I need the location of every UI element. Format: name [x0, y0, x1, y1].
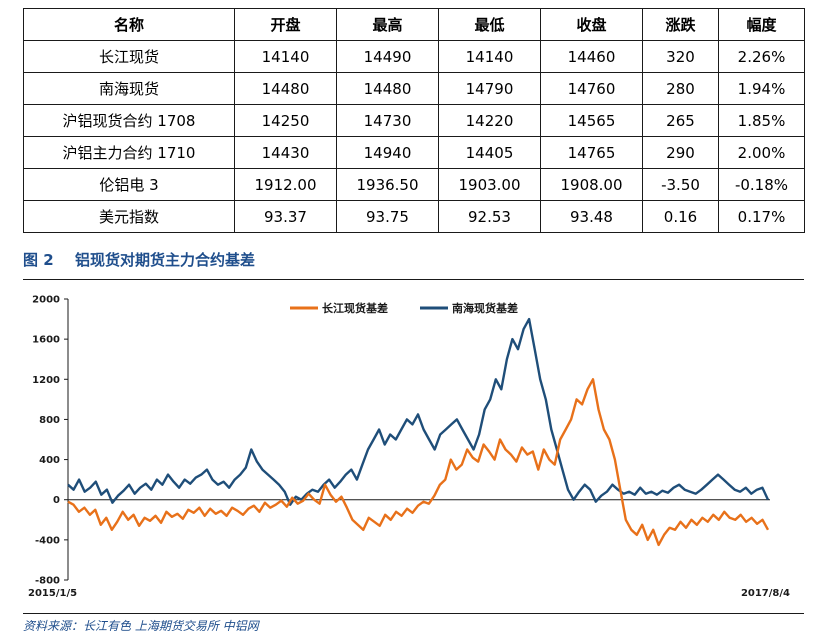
y-tick-label: 1600	[32, 335, 60, 346]
cell-change: 280	[642, 72, 719, 105]
cell-high: 14730	[336, 104, 439, 137]
cell-change: 265	[642, 104, 719, 137]
cell-low: 92.53	[438, 200, 541, 233]
cell-high: 14480	[336, 72, 439, 105]
series-layer	[67, 317, 770, 547]
series-line-nanhai	[67, 317, 770, 506]
cell-open: 14430	[234, 136, 337, 169]
cell-low: 14140	[438, 40, 541, 73]
table-row: 南海现货 14480 14480 14790 14760 280 1.94%	[23, 72, 805, 105]
cell-low: 14405	[438, 136, 541, 169]
col-header-low: 最低	[438, 8, 541, 41]
cell-high: 14940	[336, 136, 439, 169]
figure-caption: 图 2 铝现货对期货主力合约基差	[23, 249, 255, 270]
cell-name: 伦铝电 3	[23, 168, 235, 201]
cell-name: 长江现货	[23, 40, 235, 73]
y-tick-label: 800	[39, 415, 60, 426]
cell-pct: 0.17%	[718, 200, 805, 233]
col-header-close: 收盘	[540, 8, 643, 41]
cell-pct: 1.94%	[718, 72, 805, 105]
cell-pct: 1.85%	[718, 104, 805, 137]
cell-close: 14565	[540, 104, 643, 137]
cell-change: -3.50	[642, 168, 719, 201]
y-tick-label: 400	[39, 455, 60, 466]
col-header-pct: 幅度	[718, 8, 805, 41]
table-header-row: 名称 开盘 最高 最低 收盘 涨跌 幅度	[23, 8, 805, 41]
cell-close: 93.48	[540, 200, 643, 233]
cell-name: 南海现货	[23, 72, 235, 105]
cell-name: 美元指数	[23, 200, 235, 233]
market-quote-table: 名称 开盘 最高 最低 收盘 涨跌 幅度 长江现货 14140 14490 14…	[23, 8, 805, 233]
cell-pct: 2.26%	[718, 40, 805, 73]
y-tick-label: 0	[53, 495, 60, 506]
cell-name: 沪铝主力合约 1710	[23, 136, 235, 169]
cell-high: 1936.50	[336, 168, 439, 201]
cell-close: 14765	[540, 136, 643, 169]
source-divider	[23, 613, 804, 614]
table-row: 沪铝主力合约 1710 14430 14940 14405 14765 290 …	[23, 136, 805, 169]
caption-divider	[23, 279, 804, 280]
cell-name: 沪铝现货合约 1708	[23, 104, 235, 137]
table-row: 沪铝现货合约 1708 14250 14730 14220 14565 265 …	[23, 104, 805, 137]
x-tick-label-start: 2015/1/5	[28, 588, 77, 599]
cell-high: 93.75	[336, 200, 439, 233]
cell-high: 14490	[336, 40, 439, 73]
x-tick-label-end: 2017/8/4	[741, 588, 790, 599]
figure-title: 铝现货对期货主力合约基差	[75, 251, 256, 269]
figure-number: 图 2	[23, 251, 54, 269]
cell-low: 14220	[438, 104, 541, 137]
y-tick-label: -400	[35, 535, 60, 546]
table-row: 美元指数 93.37 93.75 92.53 93.48 0.16 0.17%	[23, 200, 805, 233]
cell-open: 14140	[234, 40, 337, 73]
cell-open: 14250	[234, 104, 337, 137]
source-note: 资料来源：长江有色 上海期货交易所 中铝网	[23, 619, 259, 633]
x-axis: 2015/1/5 2017/8/4	[28, 499, 790, 599]
basis-line-chart: -800 -400 0 400 800 1200 1600 2000 2015/1/5 2017…	[28, 295, 790, 600]
col-header-change: 涨跌	[642, 8, 719, 41]
cell-pct: 2.00%	[718, 136, 805, 169]
cell-pct: -0.18%	[718, 168, 805, 201]
legend-label-changjiang: 长江现货基差	[322, 301, 388, 315]
legend-label-nanhai: 南海现货基差	[452, 301, 518, 315]
chart-legend: 长江现货基差 南海现货基差	[290, 301, 518, 315]
col-header-high: 最高	[336, 8, 439, 41]
cell-open: 1912.00	[234, 168, 337, 201]
cell-close: 1908.00	[540, 168, 643, 201]
cell-low: 14790	[438, 72, 541, 105]
cell-open: 14480	[234, 72, 337, 105]
cell-low: 1903.00	[438, 168, 541, 201]
cell-close: 14460	[540, 40, 643, 73]
series-line-changjiang	[67, 378, 770, 547]
y-tick-label: 1200	[32, 375, 60, 386]
y-tick-label: 2000	[32, 295, 60, 306]
cell-change: 0.16	[642, 200, 719, 233]
table-row: 伦铝电 3 1912.00 1936.50 1903.00 1908.00 -3…	[23, 168, 805, 201]
cell-change: 290	[642, 136, 719, 169]
y-tick-label: -800	[35, 576, 60, 587]
y-axis: -800 -400 0 400 800 1200 1600 2000	[32, 295, 69, 587]
col-header-name: 名称	[23, 8, 235, 41]
table-row: 长江现货 14140 14490 14140 14460 320 2.26%	[23, 40, 805, 73]
cell-change: 320	[642, 40, 719, 73]
cell-close: 14760	[540, 72, 643, 105]
cell-open: 93.37	[234, 200, 337, 233]
col-header-open: 开盘	[234, 8, 337, 41]
